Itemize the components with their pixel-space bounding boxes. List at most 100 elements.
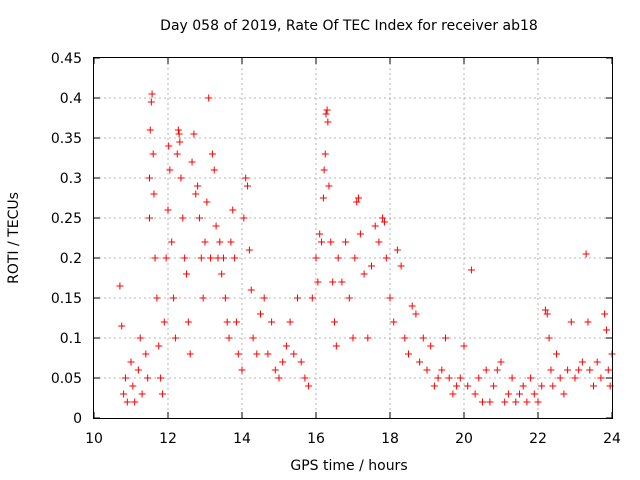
- data-point: [379, 214, 387, 222]
- data-point: [375, 238, 383, 246]
- data-point: [148, 90, 156, 98]
- data-point: [327, 238, 335, 246]
- y-tick-label: 0.3: [60, 171, 82, 187]
- data-point: [405, 350, 412, 358]
- data-point: [116, 282, 124, 290]
- data-point: [353, 198, 361, 206]
- data-point: [153, 294, 161, 302]
- data-point: [120, 390, 128, 398]
- data-point: [208, 150, 216, 158]
- data-point: [118, 322, 126, 330]
- data-point: [408, 302, 416, 310]
- data-point: [471, 390, 479, 398]
- data-point: [227, 238, 235, 246]
- data-point: [332, 342, 340, 350]
- data-point: [527, 374, 535, 382]
- data-point: [225, 334, 233, 342]
- data-point: [207, 254, 215, 262]
- data-point: [146, 214, 153, 222]
- data-points: [116, 90, 616, 406]
- data-point: [181, 254, 189, 262]
- y-axis-label: ROTI / TECUs: [6, 192, 22, 284]
- data-point: [412, 310, 420, 318]
- data-point: [158, 390, 166, 398]
- data-point: [179, 214, 187, 222]
- data-point: [475, 374, 483, 382]
- data-point: [549, 382, 557, 390]
- data-point: [438, 366, 446, 374]
- data-point: [249, 334, 257, 342]
- data-point: [349, 334, 357, 342]
- data-point: [434, 374, 442, 382]
- data-point: [329, 278, 337, 286]
- data-point: [242, 174, 250, 182]
- data-point: [556, 374, 564, 382]
- data-point: [146, 126, 154, 134]
- data-point: [380, 218, 388, 226]
- data-point: [464, 382, 472, 390]
- data-point: [195, 214, 203, 222]
- data-point: [401, 334, 409, 342]
- y-tick-label: 0: [73, 411, 82, 427]
- data-point: [324, 118, 332, 126]
- data-point: [268, 318, 276, 326]
- data-point: [397, 262, 405, 270]
- data-point: [321, 150, 329, 158]
- data-point: [188, 158, 196, 166]
- data-point: [147, 98, 155, 106]
- data-point: [493, 366, 501, 374]
- data-point: [131, 398, 139, 406]
- data-point: [123, 398, 131, 406]
- data-point: [245, 246, 253, 254]
- data-point: [221, 294, 229, 302]
- data-point: [318, 238, 326, 246]
- data-point: [253, 350, 261, 358]
- data-point: [355, 194, 363, 202]
- data-point: [168, 238, 176, 246]
- data-point: [136, 334, 144, 342]
- data-point: [216, 238, 224, 246]
- data-point: [290, 350, 298, 358]
- data-point: [497, 358, 505, 366]
- x-tick-labels: 10 12 14 16 18 20 22 24: [85, 431, 621, 447]
- data-point: [316, 230, 324, 238]
- data-point: [601, 310, 609, 318]
- data-point: [201, 238, 209, 246]
- data-point: [604, 366, 612, 374]
- data-point: [240, 214, 248, 222]
- data-point: [364, 334, 372, 342]
- data-point: [486, 398, 494, 406]
- data-point: [175, 130, 183, 138]
- data-point: [564, 366, 572, 374]
- x-tick-label: 16: [307, 431, 325, 447]
- data-point: [449, 390, 457, 398]
- data-point: [560, 390, 568, 398]
- x-tick-label: 12: [159, 431, 177, 447]
- data-point: [297, 358, 305, 366]
- data-point: [294, 294, 301, 302]
- x-tick-label: 22: [529, 431, 547, 447]
- data-point: [203, 198, 211, 206]
- data-point: [582, 250, 590, 258]
- data-point: [345, 294, 353, 302]
- data-point: [602, 326, 610, 334]
- data-point: [121, 374, 129, 382]
- data-point: [368, 262, 375, 270]
- data-point: [155, 342, 163, 350]
- data-point: [390, 318, 398, 326]
- data-point: [271, 366, 279, 374]
- data-point: [338, 278, 346, 286]
- data-point: [129, 382, 137, 390]
- data-point: [144, 374, 152, 382]
- data-point: [134, 366, 142, 374]
- y-tick-label: 0.4: [60, 91, 82, 107]
- data-point: [192, 190, 200, 198]
- data-point: [312, 254, 320, 262]
- data-point: [541, 306, 549, 314]
- data-point: [360, 270, 368, 278]
- data-point: [275, 374, 283, 382]
- data-point: [490, 382, 498, 390]
- data-point: [229, 206, 237, 214]
- data-point: [176, 138, 184, 146]
- data-point: [479, 398, 486, 406]
